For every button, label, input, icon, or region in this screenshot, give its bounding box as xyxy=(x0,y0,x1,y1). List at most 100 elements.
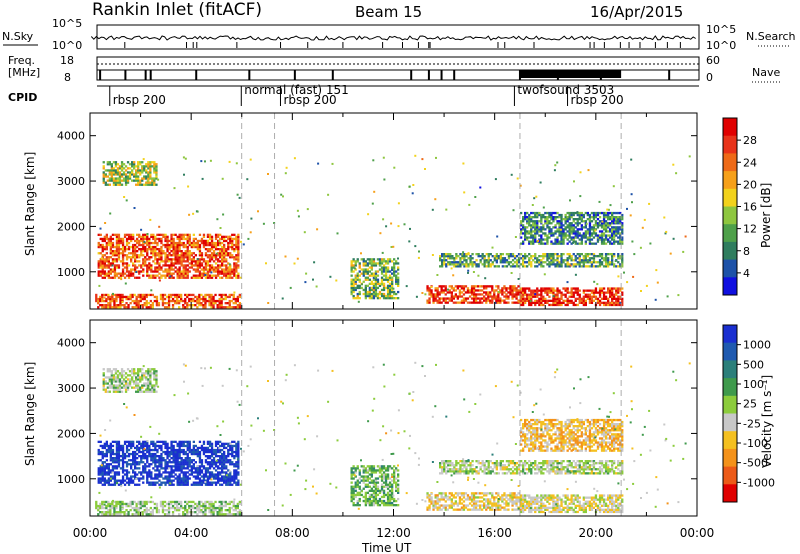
echo-cell xyxy=(546,287,549,290)
echo-cell xyxy=(619,226,622,229)
echo-cell xyxy=(621,236,624,239)
echo-cell xyxy=(164,233,167,236)
echo-cell xyxy=(117,293,120,297)
echo-cell xyxy=(538,240,541,243)
echo-cell xyxy=(372,159,375,162)
echo-cell xyxy=(167,299,171,303)
echo-cell xyxy=(134,475,137,478)
echo-cell xyxy=(607,297,610,300)
echo-cell xyxy=(200,256,204,259)
echo-cell xyxy=(109,455,112,458)
echo-cell xyxy=(142,239,145,243)
echo-cell xyxy=(152,477,155,480)
echo-cell xyxy=(153,169,156,172)
echo-cell xyxy=(356,274,359,277)
echo-cell xyxy=(615,299,618,302)
echo-cell xyxy=(570,230,573,233)
echo-cell xyxy=(374,264,378,267)
echo-cell xyxy=(526,293,529,296)
echo-cell xyxy=(192,245,195,249)
echo-cell xyxy=(456,301,459,304)
echo-cell xyxy=(619,289,622,292)
echo-cell xyxy=(138,256,141,259)
echo-cell xyxy=(144,256,147,259)
echo-cell xyxy=(142,475,145,478)
echo-cell xyxy=(352,288,355,292)
echo-cell xyxy=(582,261,585,264)
echo-cell xyxy=(572,253,575,256)
echo-cell xyxy=(168,461,171,464)
echo-cell xyxy=(198,297,201,301)
echo-cell xyxy=(360,272,363,275)
echo-cell xyxy=(380,262,384,265)
echo-cell xyxy=(180,506,183,510)
echo-cell xyxy=(168,446,171,450)
echo-cell xyxy=(227,235,230,238)
echo-cell xyxy=(178,455,181,458)
echo-cell xyxy=(178,293,181,297)
echo-cell xyxy=(176,248,179,251)
echo-cell xyxy=(588,295,592,298)
echo-cell xyxy=(221,256,224,259)
echo-cell xyxy=(172,237,175,241)
echo-cell xyxy=(155,504,159,508)
echo-cell xyxy=(146,266,149,269)
echo-cell xyxy=(135,165,138,168)
echo-cell xyxy=(617,299,620,302)
echo-cell xyxy=(99,272,102,275)
echo-cell xyxy=(143,167,146,170)
echo-cell xyxy=(101,457,104,460)
echo-cell xyxy=(202,504,205,508)
echo-cell xyxy=(101,446,104,450)
echo-cell xyxy=(296,257,299,260)
echo-cell xyxy=(209,159,212,162)
echo-cell xyxy=(121,270,125,273)
echo-cell xyxy=(370,258,373,261)
echo-cell xyxy=(159,293,163,297)
echo-cell xyxy=(135,183,138,186)
echo-cell xyxy=(107,444,110,448)
echo-cell xyxy=(148,276,151,279)
echo-cell xyxy=(138,440,141,443)
echo-cell xyxy=(208,254,212,257)
echo-cell xyxy=(100,257,103,260)
echo-cell xyxy=(121,455,125,458)
echo-cell xyxy=(526,230,529,233)
echo-cell xyxy=(178,475,181,478)
echo-cell xyxy=(168,266,171,269)
echo-cell xyxy=(121,268,125,271)
echo-cell xyxy=(572,211,575,215)
echo-cell xyxy=(568,253,571,256)
echo-cell xyxy=(150,473,153,476)
echo-cell xyxy=(600,211,604,215)
echo-cell xyxy=(237,272,240,275)
echo-cell xyxy=(117,473,121,476)
echo-cell xyxy=(172,258,175,261)
echo-cell xyxy=(137,175,140,178)
echo-cell xyxy=(450,287,453,290)
echo-cell xyxy=(208,248,212,251)
echo-cell xyxy=(362,288,365,292)
echo-cell xyxy=(198,274,202,277)
echo-cell xyxy=(186,252,189,255)
echo-cell xyxy=(194,237,197,241)
echo-cell xyxy=(153,177,156,180)
echo-cell xyxy=(131,293,134,297)
echo-cell xyxy=(366,276,369,279)
echo-cell xyxy=(609,291,612,294)
echo-cell xyxy=(214,248,218,251)
echo-cell xyxy=(188,448,191,452)
echo-cell xyxy=(214,302,217,305)
echo-cell xyxy=(598,224,602,227)
echo-cell xyxy=(202,241,206,245)
echo-cell xyxy=(376,258,380,261)
echo-cell xyxy=(172,262,175,265)
echo-cell xyxy=(170,245,173,249)
echo-cell xyxy=(540,236,543,239)
echo-cell xyxy=(172,483,175,486)
echo-cell xyxy=(594,228,598,231)
echo-cell xyxy=(208,256,212,259)
echo-cell xyxy=(221,248,224,251)
echo-cell xyxy=(520,299,523,302)
echo-cell xyxy=(535,195,538,198)
